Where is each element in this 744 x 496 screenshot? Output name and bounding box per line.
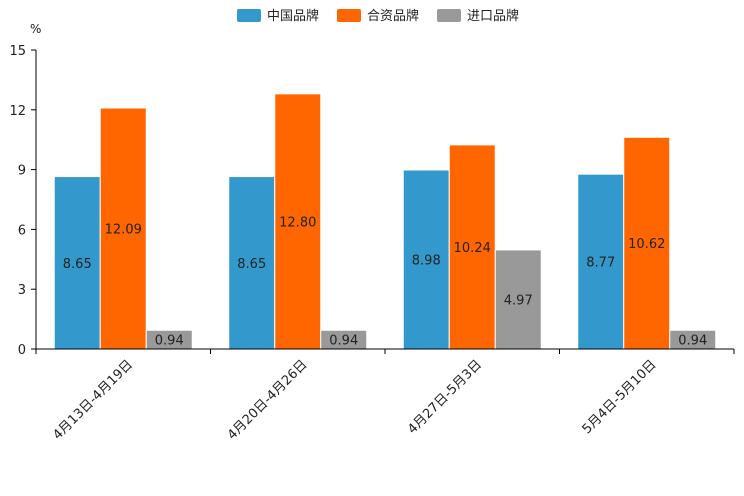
bar-1-3[interactable] (402, 169, 450, 350)
x-axis: 4月13日-4月19日 4月20日-4月26日 4月27日-5月3日 5月4日-5月1… (35, 348, 735, 443)
x-tick-label: 4月13日-4月19日 (50, 357, 136, 443)
y-axis-unit-label: % (30, 22, 41, 36)
data-label: 4.97 (504, 293, 533, 308)
bars: 8.65 12.09 0.94 8.65 12.80 0.94 8.98 10.24 4.97 8… (53, 93, 717, 350)
data-label: 12.09 (105, 223, 142, 238)
bar-2-2[interactable] (274, 93, 322, 350)
legend-swatch (437, 9, 461, 22)
y-tick-label: 15 (9, 44, 26, 59)
y-tick-label: 6 (18, 223, 26, 238)
legend-label: 进口品牌 (467, 8, 519, 24)
legend-swatch (337, 9, 361, 22)
y-tick-label: 9 (18, 164, 26, 179)
data-label: 12.80 (279, 215, 316, 230)
data-label: 10.62 (628, 237, 665, 252)
legend-item-2[interactable]: 合资品牌 (337, 8, 419, 24)
y-tick-label: 0 (18, 343, 26, 358)
data-label: 0.94 (329, 334, 358, 349)
data-label: 8.77 (586, 256, 615, 271)
x-tick-label: 5月4日-5月10日 (580, 357, 660, 437)
legend-item-3[interactable]: 进口品牌 (437, 8, 519, 24)
bar-3-3[interactable] (494, 249, 542, 350)
data-label: 0.94 (155, 334, 184, 349)
y-tick-label: 12 (9, 104, 26, 119)
x-tick-label: 4月27日-5月3日 (405, 357, 485, 437)
legend-label: 合资品牌 (367, 8, 419, 24)
legend-item-1[interactable]: 中国品牌 (237, 8, 319, 24)
data-label: 8.65 (237, 257, 266, 272)
bar-2-4[interactable] (623, 136, 671, 350)
legend-swatch (237, 9, 261, 22)
y-tick-label: 3 (18, 283, 26, 298)
x-tick-label: 4月20日-4月26日 (225, 357, 311, 443)
legend: 中国品牌 合资品牌 进口品牌 (237, 8, 519, 24)
legend-label: 中国品牌 (267, 8, 319, 24)
data-label: 8.98 (412, 253, 441, 268)
bar-2-1[interactable] (99, 107, 147, 350)
y-axis: 0 3 6 9 12 15 (9, 44, 37, 358)
data-label: 8.65 (63, 257, 92, 272)
data-label: 10.24 (454, 241, 491, 256)
data-label: 0.94 (678, 334, 707, 349)
